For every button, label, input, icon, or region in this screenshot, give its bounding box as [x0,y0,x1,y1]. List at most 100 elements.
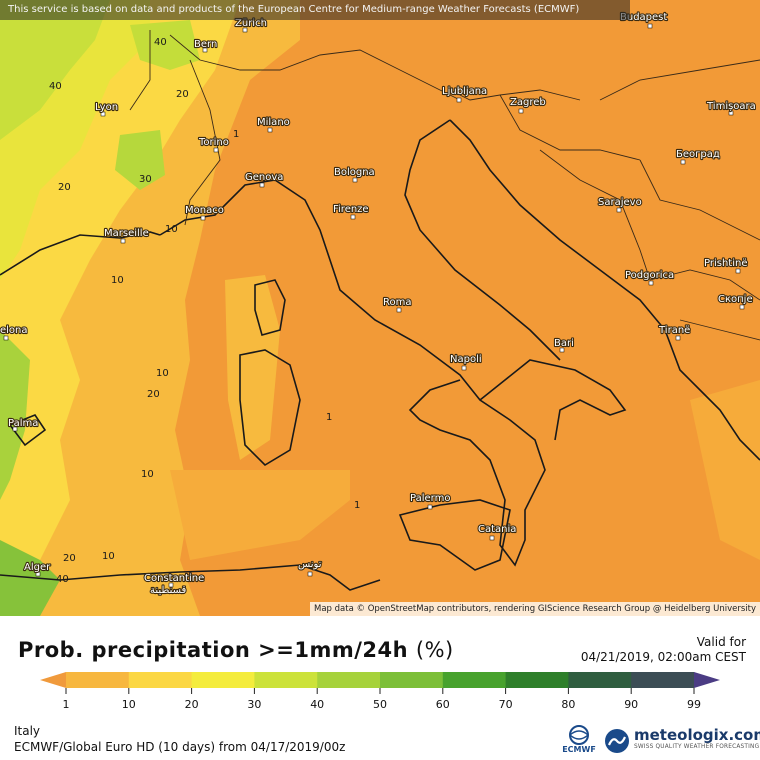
meteologix-brand-name: meteologix.com [634,726,760,744]
svg-text:Firenze: Firenze [333,204,369,215]
probability-field-30-40-west [0,330,30,500]
svg-text:تونس: تونس [298,559,322,570]
map-attribution: Map data © OpenStreetMap contributors, r… [310,602,760,616]
valid-for-label: Valid for [696,635,746,649]
ecmwf-logo-text: ECMWF [562,745,596,754]
svg-text:40: 40 [154,37,167,48]
svg-text:Podgorica: Podgorica [625,270,674,281]
city-zurich: Zürich [234,17,268,33]
map-title: Prob. precipitation >=1mm/24h (%) [18,638,454,662]
city-torino: Torino [197,136,230,153]
svg-text:30: 30 [139,174,152,185]
svg-text:10: 10 [102,551,115,562]
svg-text:Palma: Palma [8,418,38,429]
meteologix-logo-icon [605,729,629,753]
svg-text:Zürich: Zürich [235,18,267,29]
coastline-balkans [449,119,760,461]
city-bari: Bari [553,337,575,353]
city-napoli: Napoli [449,353,483,371]
city-podgorica: Podgorica [624,269,675,286]
coastline-corsica [254,279,286,336]
precipitation-probability-map: Zürich Bern Lyon Milano Torino Genova Bo… [0,0,760,616]
ecmwf-disclaimer-banner: This service is based on data and produc… [0,0,630,20]
city-bologna: Bologna [333,166,376,183]
svg-text:Београд: Београд [676,149,720,160]
svg-text:Sarajevo: Sarajevo [598,197,642,208]
city-alger: Alger [23,561,52,577]
country-borders [129,30,760,341]
legend-tick-label: 10 [122,698,136,711]
ecmwf-logo: ECMWF [560,724,598,756]
city-tunis: تونس [297,558,323,577]
probability-field-40-50 [0,0,110,140]
legend-tick-label: 80 [561,698,575,711]
coastline-sicily [398,499,511,571]
legend-swatch [254,672,318,688]
svg-text:20: 20 [147,389,160,400]
city-bern: Bern [193,38,218,53]
svg-text:40: 40 [49,81,62,92]
city-barcelona-partial: elona [0,324,29,341]
city-timisoara: Timișoara [705,100,757,116]
legend-tick-label: 1 [63,698,70,711]
svg-text:20: 20 [58,182,71,193]
legend-tick-label: 60 [436,698,450,711]
coastline-italy-east [404,119,561,361]
legend-arrow-high [694,672,720,688]
legend-tick-label: 70 [499,698,513,711]
svg-text:Timișoara: Timișoara [706,101,756,112]
legend-swatch [631,672,695,688]
probability-field-10-20-sicily [170,470,350,560]
svg-text:1: 1 [326,412,332,423]
legend-tick-label: 30 [247,698,261,711]
city-lyon: Lyon [94,101,119,117]
svg-text:Tiranë: Tiranë [658,325,690,336]
svg-text:Ljubljana: Ljubljana [442,86,487,97]
legend-swatch [505,672,569,688]
city-palermo: Palermo [409,492,452,510]
svg-text:Constantine: Constantine [144,573,204,584]
valid-time: Valid for 04/21/2019, 02:00am CEST [581,635,746,665]
coastline-africa [0,564,381,591]
svg-text:Milano: Milano [257,117,290,128]
city-firenze: Firenze [332,203,370,220]
probability-field-10-20-sardinia [225,275,280,460]
svg-text:Marseille: Marseille [104,228,149,239]
legend-swatch [128,672,193,688]
legend-tick-labels: 1 10 20 30 40 50 60 70 80 90 99 [63,688,701,711]
legend-tick-label: 20 [185,698,199,711]
svg-text:20: 20 [176,89,189,100]
svg-text:10: 10 [165,224,178,235]
meteologix-logo[interactable]: meteologix.com SWISS QUALITY WEATHER FOR… [604,726,760,756]
city-budapest: Budapest [619,11,668,29]
probability-field-10-20-east [690,380,760,560]
svg-text:Bari: Bari [554,338,574,349]
svg-text:Bern: Bern [194,39,217,50]
ecmwf-logo-icon [569,725,589,745]
map-title-text: Prob. precipitation >=1mm/24h [18,638,409,662]
city-catania: Catania [477,523,518,541]
legend-arrow-low [40,672,66,688]
isoline-labels: 40 20 40 20 30 1 10 10 10 20 10 1 20 10 … [49,37,360,585]
probability-field-30-40-pyrenees [115,130,165,190]
legend-color-bar [40,672,720,688]
legend-swatch [380,672,444,688]
svg-text:1: 1 [233,129,239,140]
city-zagreb: Zagreb [509,96,547,114]
probability-field-40-50-alps [130,20,200,70]
color-legend: 1 10 20 30 40 50 60 70 80 90 99 [40,672,720,711]
coastline-sardinia [239,349,301,467]
svg-text:10: 10 [111,275,124,286]
svg-text:20: 20 [63,553,76,564]
model-run-info: ECMWF/Global Euro HD (10 days) from 04/1… [14,740,346,754]
meteologix-tagline: SWISS QUALITY WEATHER FORECASTING [634,744,760,750]
svg-text:1: 1 [354,500,360,511]
legend-swatch [442,672,507,688]
legend-swatch [66,672,130,688]
svg-text:Monaco: Monaco [185,205,224,216]
svg-text:Zagreb: Zagreb [510,97,546,108]
city-marseille: Marseille [103,227,150,244]
svg-text:Palermo: Palermo [410,493,450,504]
city-monaco: Monaco [184,204,225,221]
